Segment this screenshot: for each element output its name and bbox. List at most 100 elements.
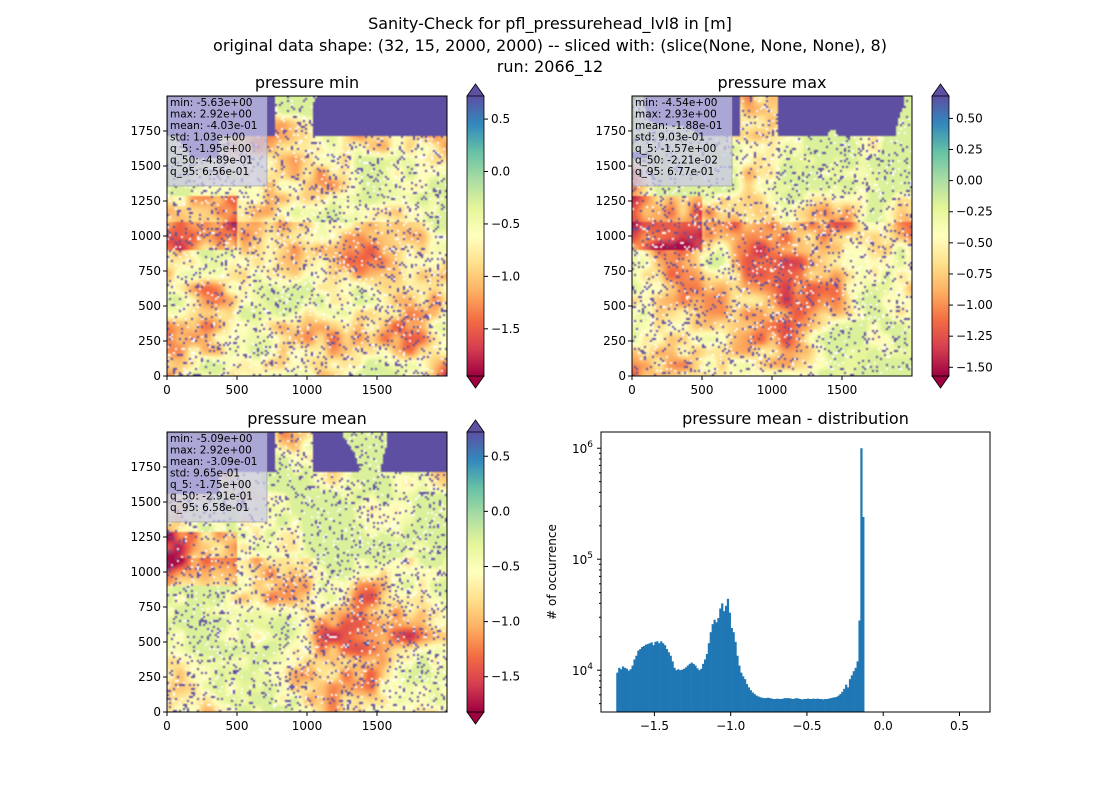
x-tick-label: 0.0 <box>874 719 893 733</box>
y-tick-label: 0 <box>153 705 161 719</box>
histogram-bar <box>808 699 812 712</box>
histogram-bar <box>755 695 758 712</box>
colorbar-gradient <box>932 96 949 376</box>
histogram-bar <box>639 649 642 712</box>
colorbar-extend-min <box>466 375 485 389</box>
y-tick-label: 1000 <box>130 229 161 243</box>
colorbar-tick-label: −0.50 <box>956 236 993 250</box>
histogram-bar <box>686 665 690 712</box>
histogram-bar <box>719 608 722 712</box>
histogram-bar <box>694 665 697 712</box>
x-tick-label: −1.0 <box>716 719 745 733</box>
stats-line: max: 2.92e+00 <box>170 445 252 457</box>
histogram-bar <box>688 663 691 712</box>
heatmap-panel-2: pressure max 0 500 1000 1500 0 250 500 750 1000 12… <box>595 73 992 397</box>
histogram-bar <box>793 698 796 712</box>
colorbar-extend-max <box>466 419 485 433</box>
stats-box-bg <box>167 96 268 187</box>
y-tick-label: 106 <box>572 440 593 456</box>
y-tick-label: 750 <box>138 264 161 278</box>
x-tick-label: 500 <box>691 383 714 397</box>
histogram-bar <box>721 603 724 712</box>
colorbar: −1.5 −1.0 −0.5 0.0 0.5 <box>466 83 520 389</box>
histogram-bar <box>845 684 848 712</box>
histogram-bar <box>663 645 667 712</box>
x-tick-label: 0 <box>163 719 171 733</box>
histogram-bar <box>637 650 640 712</box>
panel-title: pressure min <box>255 73 359 92</box>
histogram-bar <box>625 668 628 712</box>
y-tick-label: 1000 <box>595 229 626 243</box>
colorbar-tick-label: −0.25 <box>956 205 993 219</box>
histogram-bar <box>763 698 766 712</box>
histogram-bar <box>705 653 709 712</box>
histogram-bar <box>814 699 817 712</box>
y-tick-label: 1250 <box>130 530 161 544</box>
y-tick-label: 750 <box>603 264 626 278</box>
histogram-bar <box>770 698 773 712</box>
histogram-bar <box>801 699 804 712</box>
y-tick-label: 1000 <box>130 565 161 579</box>
histogram-bar <box>827 698 831 712</box>
histogram-bar <box>854 667 857 712</box>
stats-line: std: 9.03e-01 <box>635 132 705 144</box>
histogram-bar <box>816 698 819 712</box>
histogram-bar <box>717 618 720 712</box>
histogram-bar <box>833 697 836 712</box>
histogram-bar <box>734 641 737 712</box>
histogram-bar <box>839 694 842 712</box>
histogram-bar <box>616 672 619 712</box>
histogram-bar <box>782 698 785 712</box>
stats-box-bg <box>632 96 733 187</box>
histogram-bar <box>629 669 632 712</box>
stats-line: min: -4.54e+00 <box>635 97 717 109</box>
histogram-bar <box>862 517 865 712</box>
figure-title-line-1: Sanity-Check for pfl_pressurehead_lvl8 i… <box>368 14 732 33</box>
histogram-bar <box>675 670 678 712</box>
colorbar-extend-min <box>466 711 485 725</box>
x-tick-label: 0 <box>628 383 636 397</box>
x-tick-label: 1500 <box>827 383 858 397</box>
histogram-bar <box>641 646 644 712</box>
y-tick-label: 500 <box>138 635 161 649</box>
histogram-bar <box>673 667 676 712</box>
stats-line: max: 2.92e+00 <box>170 109 252 121</box>
histogram-bar <box>738 665 741 712</box>
stats-line: std: 1.03e+00 <box>170 132 245 144</box>
x-tick-label: 500 <box>226 719 249 733</box>
y-tick-label: 1250 <box>130 194 161 208</box>
histogram-bar <box>744 679 747 712</box>
histogram-bar <box>671 661 674 712</box>
histogram-bar <box>753 694 756 712</box>
colorbar-tick-label: 0.5 <box>491 112 510 126</box>
histogram-bar <box>621 666 625 712</box>
histogram-bar <box>747 687 751 712</box>
x-tick-label: 0.5 <box>950 719 969 733</box>
y-tick-label: 1750 <box>130 124 161 138</box>
y-tick-label: 1750 <box>595 124 626 138</box>
histogram-bar <box>776 698 779 712</box>
colorbar-extend-max <box>466 83 485 97</box>
histogram-bar <box>810 699 813 712</box>
x-tick-label: 1500 <box>362 383 393 397</box>
stats-line: q_50: -4.89e-01 <box>170 155 253 167</box>
stats-line: q_5: -1.75e+00 <box>170 479 251 491</box>
colorbar-tick-label: 0.0 <box>491 165 510 179</box>
histogram-bar <box>646 644 649 712</box>
histogram-bar <box>682 668 686 712</box>
colorbar-tick-label: 0.0 <box>491 504 510 518</box>
panel-title: pressure max <box>717 73 826 92</box>
colorbar-tick-label: −0.5 <box>491 217 520 231</box>
histogram-bar <box>618 667 621 712</box>
histogram-bar <box>835 696 838 712</box>
histogram-bar <box>749 690 752 712</box>
histogram-bar <box>784 698 787 712</box>
histogram-panel: pressure mean - distribution −1.5 −1.0 −0.5… <box>545 409 991 733</box>
y-tick-label: 1250 <box>595 194 626 208</box>
colorbar-tick-label: 0.5 <box>491 449 510 463</box>
histogram-bar <box>723 611 726 712</box>
histogram-bar <box>780 699 783 712</box>
histogram-bar <box>812 698 815 712</box>
